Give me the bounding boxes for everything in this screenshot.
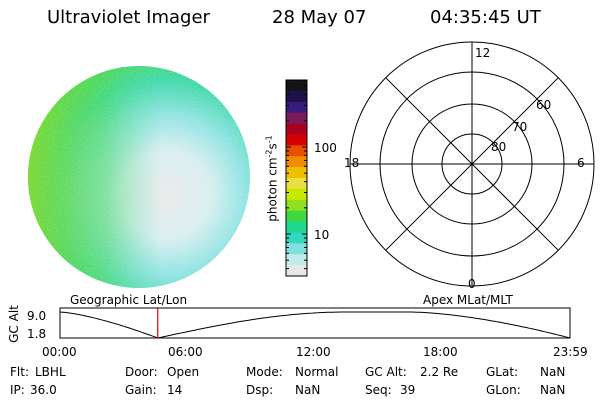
mode-label: Mode:: [246, 365, 283, 379]
mlt-label-6: 6: [577, 156, 585, 170]
colorbar-cell: [286, 188, 307, 201]
flt-value: LBHL: [35, 365, 66, 379]
date-label: 28 May 07: [272, 7, 367, 28]
colorbar-cell: [286, 112, 307, 125]
colorbar-cell: [286, 265, 307, 277]
colorbar-cell: [286, 178, 307, 190]
unit-exp1: -2: [264, 149, 274, 158]
seq-value: 39: [400, 383, 416, 397]
glon-label: GLon:: [486, 383, 521, 397]
unit-text-s: s: [265, 143, 280, 150]
ip-label: IP:: [10, 383, 25, 397]
colorbar-cell: [286, 134, 307, 146]
colorbar-cell: [286, 254, 307, 266]
colorbar-cell: [286, 90, 307, 103]
glat-label: GLat:: [486, 365, 519, 379]
colorbar-cell: [286, 167, 307, 179]
colorbar: [285, 79, 308, 277]
colorbar-cell: [286, 210, 307, 223]
time-label: 04:35:45 UT: [430, 7, 541, 28]
uv-image-disk: [28, 66, 250, 288]
colorbar-cell: [286, 232, 307, 244]
colorbar-cell: [286, 101, 307, 114]
x-tick-0600: 06:00: [168, 345, 203, 359]
gain-value: 14: [167, 383, 183, 397]
colorbar-cell: [286, 145, 307, 157]
gc-alt-axis-label: GC Alt: [7, 305, 21, 343]
mode-value: Normal: [295, 365, 339, 379]
colorbar-cell: [286, 199, 307, 212]
timeline-plot: [59, 307, 571, 339]
gain-label: Gain:: [125, 383, 157, 397]
colorbar-tick-100: 100: [314, 141, 337, 155]
colorbar-cell: [286, 221, 307, 233]
mlat-label-80: 80: [491, 140, 507, 154]
mlat-label-60: 60: [536, 98, 552, 112]
x-tick-1800: 18:00: [423, 345, 458, 359]
seq-label: Seq:: [365, 383, 392, 397]
glat-value: NaN: [540, 365, 566, 379]
unit-exp2: -1: [264, 135, 274, 144]
colorbar-cell: [286, 156, 307, 168]
colorbar-tick-10: 10: [314, 228, 330, 242]
x-tick-2359: 23:59: [553, 345, 588, 359]
unit-text: photon cm: [265, 157, 280, 222]
polar-grid: [349, 41, 595, 287]
dsp-value: NaN: [295, 383, 321, 397]
colorbar-cell: [286, 243, 307, 255]
flt-label: Flt:: [10, 365, 29, 379]
door-value: Open: [167, 365, 200, 379]
x-tick-1200: 12:00: [296, 345, 331, 359]
colorbar-cell: [286, 80, 307, 92]
colorbar-unit-label: photon cm-2s-1: [264, 119, 280, 239]
y-min-label: 1.8: [27, 327, 47, 341]
gcalt-value: 2.2 Re: [420, 365, 459, 379]
colorbar-cell: [286, 123, 307, 135]
dsp-label: Dsp:: [246, 383, 274, 397]
y-max-label: 9.0: [27, 309, 47, 323]
mlt-label-18: 18: [344, 156, 360, 170]
apex-title: Apex MLat/MLT: [423, 293, 513, 307]
x-tick-0000: 00:00: [42, 345, 77, 359]
door-label: Door:: [125, 365, 158, 379]
mlt-label-0: 0: [468, 277, 476, 291]
mlat-label-70: 70: [512, 120, 528, 134]
gcalt-label: GC Alt:: [365, 365, 407, 379]
mlt-label-12: 12: [475, 46, 491, 60]
glon-value: NaN: [540, 383, 566, 397]
instrument-title: Ultraviolet Imager: [47, 7, 210, 28]
ip-value: 36.0: [30, 383, 57, 397]
geographic-title: Geographic Lat/Lon: [70, 293, 188, 307]
